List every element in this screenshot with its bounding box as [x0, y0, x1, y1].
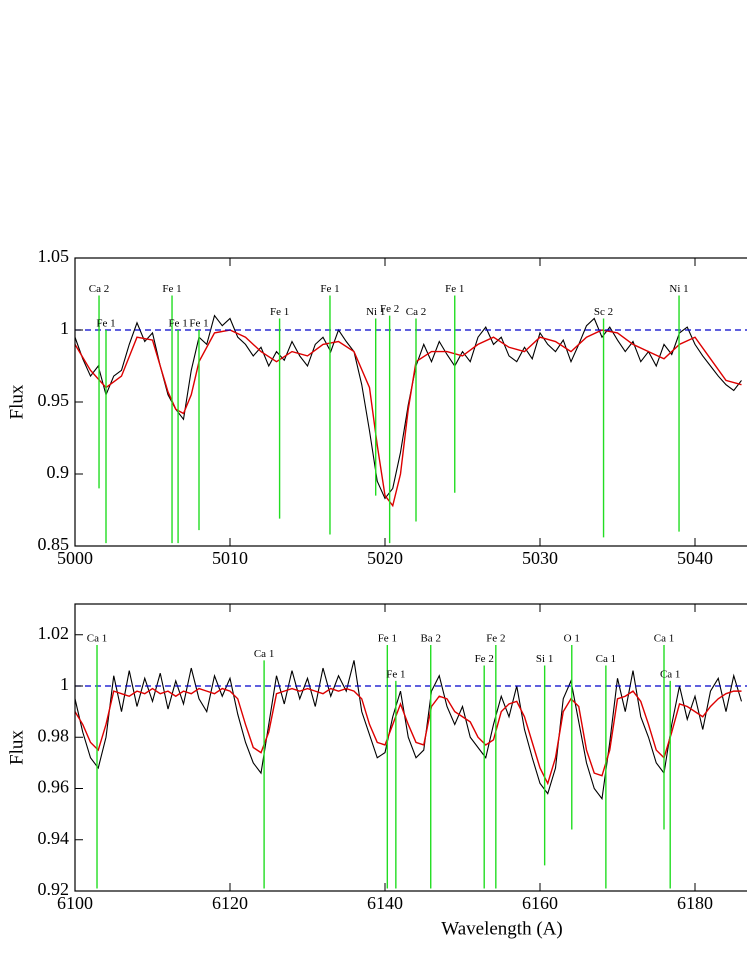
plot-area [75, 645, 747, 889]
line-label: Fe 1 [386, 668, 405, 680]
line-label: Si 1 [536, 653, 553, 665]
y-tick-label: 0.92 [38, 879, 70, 899]
spectrum-line [75, 687, 742, 786]
line-label: Ca 1 [654, 633, 674, 645]
y-axis-label: Flux [6, 730, 27, 765]
y-tick-label: 0.94 [38, 828, 70, 848]
line-label: Sc 2 [594, 306, 613, 318]
line-label: Fe 1 [96, 318, 115, 330]
x-tick-label: 6120 [212, 893, 248, 913]
line-label: Fe 2 [475, 653, 494, 665]
line-label: Fe 2 [380, 303, 399, 315]
line-label: Fe 1 [168, 318, 187, 330]
plot-area [75, 295, 747, 544]
y-tick-label: 1.05 [38, 246, 70, 266]
spectrum-line [75, 329, 742, 508]
x-tick-label: 5030 [522, 548, 558, 568]
plot-frame [74, 603, 747, 892]
line-label: Fe 1 [189, 318, 208, 330]
y-tick-label: 0.85 [38, 534, 70, 554]
line-label: Ca 1 [254, 648, 274, 660]
line-label: Ni 1 [366, 306, 385, 318]
x-tick-label: 6100 [57, 893, 93, 913]
y-tick-label: 0.96 [38, 777, 70, 797]
y-tick-label: 1 [60, 674, 69, 694]
y-tick-label: 1.02 [38, 623, 70, 643]
spectrum-line [75, 660, 743, 801]
line-label: Ba 2 [420, 633, 440, 645]
y-tick-label: 1 [60, 318, 69, 338]
x-axis-label: Wavelength (A) [441, 918, 562, 939]
x-tick-label: 5020 [367, 548, 403, 568]
line-label: Ca 1 [87, 633, 107, 645]
line-label: Fe 1 [162, 283, 181, 295]
x-tick-label: 6180 [677, 893, 713, 913]
x-tick-label: 6160 [522, 893, 558, 913]
plot-frame [74, 257, 747, 547]
y-tick-label: 0.9 [47, 462, 70, 482]
line-label: Fe 1 [378, 633, 397, 645]
x-tick-label: 6140 [367, 893, 403, 913]
line-label: Ca 2 [406, 306, 426, 318]
x-tick-label: 5040 [677, 548, 713, 568]
line-label: Fe 1 [270, 306, 289, 318]
line-label: O 1 [564, 633, 580, 645]
x-tick-label: 5010 [212, 548, 248, 568]
y-tick-label: 0.98 [38, 725, 70, 745]
line-label: Ca 2 [89, 283, 109, 295]
y-tick-label: 0.95 [38, 390, 70, 410]
line-label: Fe 1 [320, 283, 339, 295]
line-label: Fe 1 [445, 283, 464, 295]
line-label: Fe 2 [486, 633, 505, 645]
line-label: Ni 1 [669, 283, 688, 295]
line-label: Ca 1 [596, 653, 616, 665]
y-axis-label: Flux [6, 384, 27, 419]
x-tick-label: 5000 [57, 548, 93, 568]
line-label: Ca 1 [660, 668, 680, 680]
